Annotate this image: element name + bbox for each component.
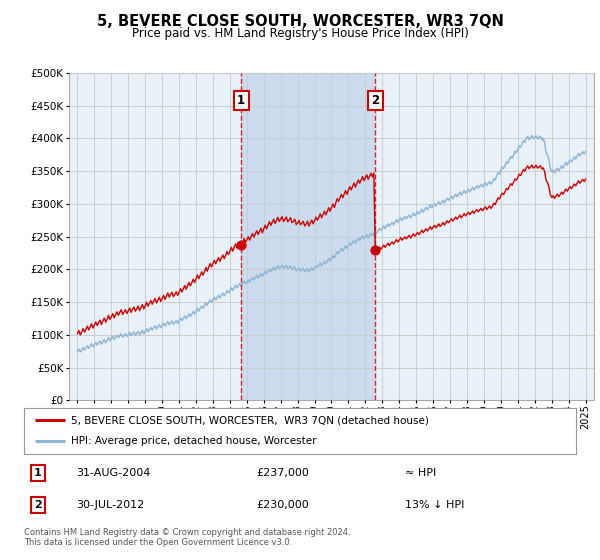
Point xyxy=(236,241,246,250)
Text: 5, BEVERE CLOSE SOUTH, WORCESTER, WR3 7QN: 5, BEVERE CLOSE SOUTH, WORCESTER, WR3 7Q… xyxy=(97,14,503,29)
Text: 1: 1 xyxy=(237,94,245,107)
Point xyxy=(370,245,380,254)
Text: £237,000: £237,000 xyxy=(256,468,309,478)
Text: 2: 2 xyxy=(34,500,41,510)
Text: Price paid vs. HM Land Registry's House Price Index (HPI): Price paid vs. HM Land Registry's House … xyxy=(131,27,469,40)
Text: 31-AUG-2004: 31-AUG-2004 xyxy=(76,468,151,478)
Text: 5, BEVERE CLOSE SOUTH, WORCESTER,  WR3 7QN (detached house): 5, BEVERE CLOSE SOUTH, WORCESTER, WR3 7Q… xyxy=(71,415,429,425)
Text: £230,000: £230,000 xyxy=(256,500,308,510)
Text: HPI: Average price, detached house, Worcester: HPI: Average price, detached house, Worc… xyxy=(71,436,316,446)
Bar xyxy=(241,73,375,400)
Text: 1: 1 xyxy=(34,468,41,478)
Text: ≈ HPI: ≈ HPI xyxy=(405,468,436,478)
Text: 13% ↓ HPI: 13% ↓ HPI xyxy=(405,500,464,510)
Text: Contains HM Land Registry data © Crown copyright and database right 2024.
This d: Contains HM Land Registry data © Crown c… xyxy=(24,528,350,547)
Text: 30-JUL-2012: 30-JUL-2012 xyxy=(76,500,145,510)
Text: 2: 2 xyxy=(371,94,379,107)
